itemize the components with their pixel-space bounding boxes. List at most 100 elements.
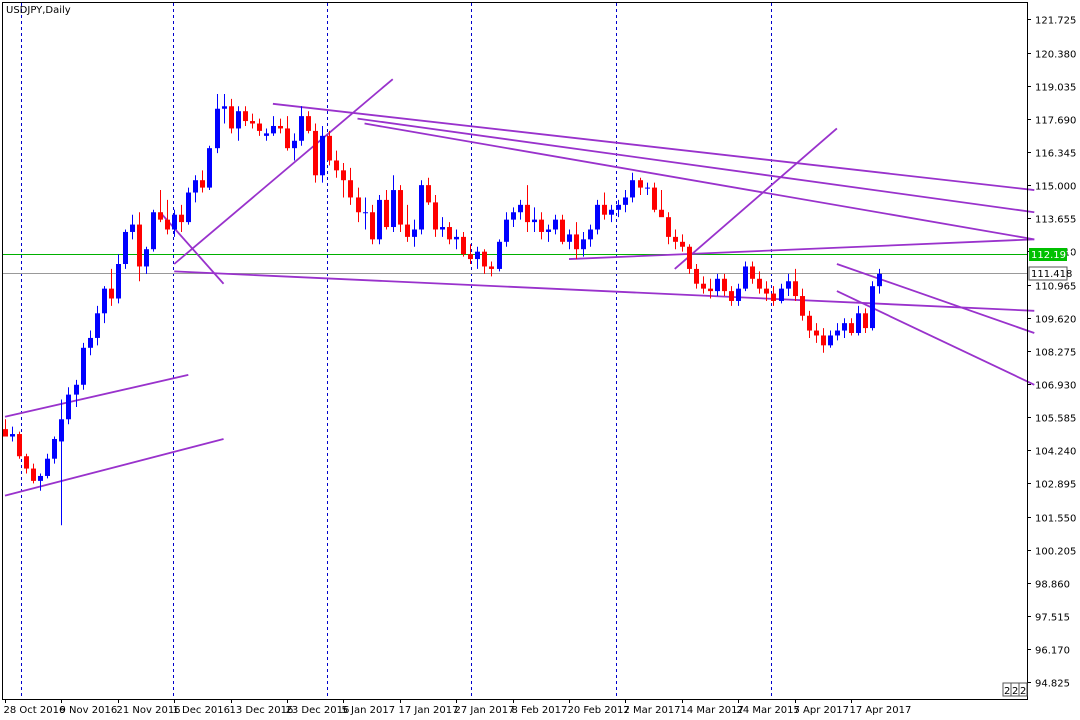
candle-body: [3, 429, 8, 437]
candle-body: [440, 227, 445, 230]
candle-body: [821, 335, 826, 346]
period-separators: [21, 3, 772, 699]
y-tick-label: 110.965: [1035, 282, 1076, 293]
candle-body: [504, 219, 509, 242]
trendline: [174, 270, 1035, 312]
candle-body: [109, 288, 114, 299]
candle-body: [630, 180, 635, 198]
candle-body: [581, 239, 586, 250]
x-tick-label: 21 Nov 2016: [117, 705, 181, 716]
candle-body: [877, 273, 882, 287]
y-tick-label: 96.170: [1035, 646, 1070, 657]
candle-body: [779, 288, 784, 301]
candle-body: [546, 229, 551, 232]
candle-body: [341, 170, 346, 181]
candle-body: [123, 231, 128, 264]
candle-body: [179, 214, 184, 223]
candle-body: [609, 209, 614, 215]
candle-body: [870, 286, 875, 329]
candle-body: [771, 293, 776, 301]
current-price-tag: [1028, 266, 1068, 281]
candle-body: [454, 236, 459, 240]
trendline: [272, 102, 1035, 191]
candle-body: [595, 204, 600, 230]
x-tick-label: 28 Oct 2016: [4, 705, 66, 716]
candle-body: [426, 185, 431, 203]
trendline: [4, 374, 189, 418]
x-tick-label: 9 Nov 2016: [60, 705, 118, 716]
candle-body: [800, 296, 805, 316]
candle-body: [532, 219, 537, 223]
price-tags: 112.197 111.418: [1028, 248, 1072, 281]
x-tick-label: 14 Mar 2017: [681, 705, 744, 716]
candle-body: [835, 330, 840, 336]
candle-body: [701, 283, 706, 289]
y-tick-label: 101.550: [1035, 514, 1076, 525]
candle-body: [271, 125, 276, 134]
candle-body: [757, 278, 762, 289]
x-tick-label: 17 Apr 2017: [850, 705, 912, 716]
candle-body: [814, 330, 819, 336]
candle-body: [722, 278, 727, 292]
candle-body: [95, 313, 100, 338]
y-tick-label: 108.275: [1035, 348, 1076, 359]
candle-body: [236, 111, 241, 129]
candle-body: [482, 251, 487, 267]
candle-body: [405, 224, 410, 237]
svg-text:2: 2: [1020, 686, 1026, 697]
trendline: [357, 117, 1035, 214]
candle-body: [588, 229, 593, 240]
candle-body: [200, 180, 205, 188]
candle-body: [807, 315, 812, 331]
y-tick-label: 106.930: [1035, 381, 1076, 392]
x-tick-label: 5 Jan 2017: [342, 705, 396, 716]
candle-body: [497, 241, 502, 269]
trendline: [836, 290, 1035, 386]
x-tick-label: 20 Feb 2017: [568, 705, 630, 716]
x-tick-label: 5 Apr 2017: [794, 705, 849, 716]
candle-body: [130, 224, 135, 232]
candle-body: [334, 160, 339, 171]
candle-body: [602, 204, 607, 215]
candle-body: [66, 394, 71, 420]
candle-body: [45, 458, 50, 476]
trendlines: [4, 78, 1035, 497]
candle-body: [793, 281, 798, 297]
candle-body: [849, 323, 854, 334]
candle-body: [356, 197, 361, 213]
candle-body: [292, 140, 297, 149]
candle-body: [468, 254, 473, 260]
x-tick-label: 8 Feb 2017: [512, 705, 568, 716]
candle-body: [59, 419, 64, 442]
candle-body: [17, 434, 22, 457]
candle-body: [525, 204, 530, 223]
candle-body: [165, 219, 170, 230]
candle-body: [574, 234, 579, 250]
candle-body: [81, 347, 86, 385]
y-tick-label: 109.620: [1035, 315, 1076, 326]
candle-body: [222, 106, 227, 109]
candle-body: [102, 288, 107, 314]
y-tick-label: 117.690: [1035, 116, 1076, 127]
scroll-icon[interactable]: 2 2 2: [1002, 682, 1028, 697]
candle-body: [363, 212, 368, 214]
candle-body: [193, 180, 198, 193]
candle-body: [623, 197, 628, 205]
x-tick-label: 17 Jan 2017: [399, 705, 459, 716]
candle-body: [299, 116, 304, 141]
candle-body: [377, 199, 382, 240]
candle-body: [638, 180, 643, 188]
candle-body: [461, 236, 466, 255]
horizontal-lines: [3, 254, 1027, 274]
candle-body: [567, 234, 572, 242]
candle-body: [250, 121, 255, 124]
candle-body: [52, 438, 57, 459]
y-tick-label: 94.825: [1035, 679, 1070, 690]
current-price-label: 111.418: [1031, 269, 1072, 280]
y-tick-label: 115.000: [1035, 182, 1076, 193]
candle-body: [144, 249, 149, 267]
candle-body: [116, 264, 121, 299]
